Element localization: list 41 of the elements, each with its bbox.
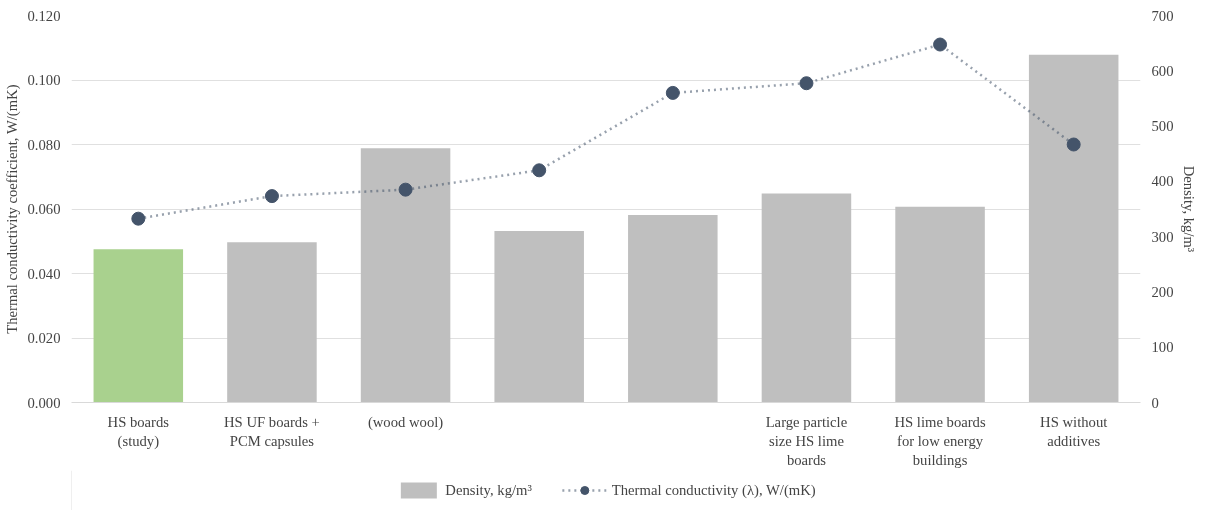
legend-label: Thermal conductivity (λ), W/(mK) — [611, 481, 816, 499]
bar — [227, 242, 317, 403]
x-tick-label: HS without additives — [1040, 413, 1108, 449]
y2-tick-label: 200 — [1151, 283, 1174, 300]
bar — [761, 193, 852, 403]
y2-tick-label: 300 — [1151, 228, 1174, 245]
y-axis-title: Thermal conductivity coefficient, W/(mK) — [3, 84, 21, 334]
y2-tick-label: 600 — [1151, 62, 1174, 79]
y2-axis-title: Density, kg/m³ — [1181, 165, 1198, 253]
y-tick-label: 0.120 — [27, 7, 61, 24]
x-tick-label: HS lime boards for low energy buildings — [894, 413, 986, 468]
y-tick-label: 0.100 — [27, 72, 61, 88]
y2-tick-label: 500 — [1151, 118, 1174, 135]
bar — [628, 215, 718, 403]
y2-tick-label: 700 — [1151, 7, 1174, 24]
x-tick-label: HS UF boards + PCM capsules — [224, 413, 320, 449]
bar — [360, 148, 451, 403]
y-tick-label: 0.060 — [27, 201, 61, 217]
y2-tick-label: 0 — [1151, 394, 1159, 411]
y-tick-label: 0.080 — [27, 136, 61, 153]
point — [665, 85, 680, 100]
point — [799, 76, 814, 91]
point — [264, 189, 279, 204]
x-tick-label: (wood wool) — [367, 413, 444, 431]
y-tick-label: 0.020 — [27, 330, 61, 346]
x-tick-label: HS boards (study) — [107, 413, 170, 450]
point — [532, 163, 547, 178]
bar — [895, 206, 985, 403]
legend-label: Density, kg/m³ — [445, 481, 532, 499]
bar — [93, 249, 184, 403]
y-tick-label: 0.040 — [27, 265, 61, 282]
y-tick-label: 0.000 — [27, 394, 61, 411]
point — [131, 211, 146, 226]
point — [1066, 137, 1081, 152]
y2-tick-label: 100 — [1151, 339, 1174, 356]
y2-tick-label: 400 — [1151, 173, 1174, 190]
bar — [1028, 54, 1119, 403]
point — [933, 37, 948, 52]
point — [398, 182, 413, 197]
bar — [494, 231, 584, 403]
x-tick-label: Large particle size HS lime boards — [765, 413, 848, 468]
